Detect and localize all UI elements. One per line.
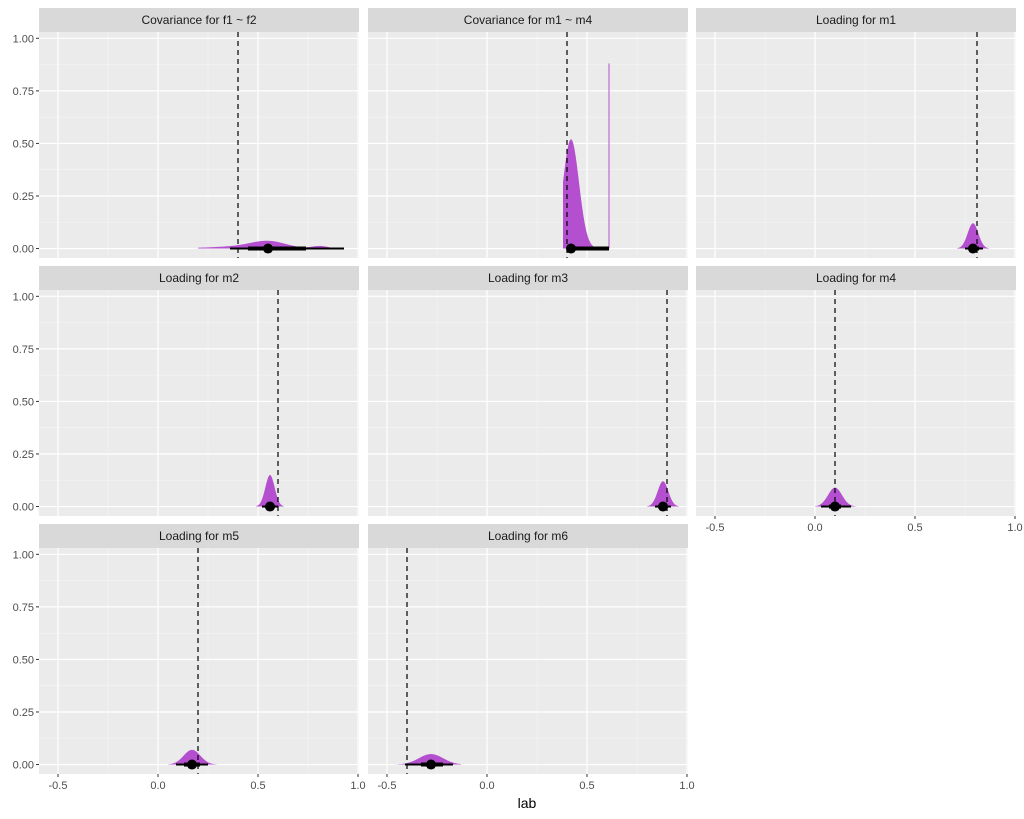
y-tick-label: 0.50	[13, 138, 34, 150]
y-tick-label: 0.00	[13, 502, 34, 514]
y-tick-label: 1.00	[13, 549, 34, 561]
facet-title: Covariance for m1 ~ m4	[464, 13, 593, 27]
x-axis-title: lab	[518, 795, 537, 811]
density-area	[815, 487, 857, 507]
facet-panel: Covariance for f1 ~ f2 0.00 0.25 0.50 0.75 1.…	[13, 8, 359, 258]
x-tick-label: 0.5	[907, 522, 922, 534]
facet-panel: Loading for m3	[368, 266, 688, 516]
y-tick-label: 0.25	[13, 449, 34, 461]
facet-title: Loading for m4	[816, 271, 896, 285]
facet-title: Loading for m1	[816, 13, 896, 27]
facet-strip	[368, 8, 688, 32]
y-tick-label: 1.00	[13, 33, 34, 45]
point-estimate	[263, 243, 273, 254]
density-area	[389, 754, 461, 765]
point-estimate	[187, 759, 197, 770]
x-tick-label: -0.5	[706, 522, 725, 534]
facet-strip	[39, 8, 359, 32]
density-area	[256, 475, 284, 507]
x-tick-label: -0.5	[49, 780, 68, 792]
density-area	[563, 139, 611, 249]
facet-strip	[696, 266, 1016, 290]
panel-background	[368, 32, 688, 258]
x-tick-label: 0.5	[250, 780, 265, 792]
y-tick-label: 0.00	[13, 244, 34, 256]
facet-title: Loading for m5	[159, 529, 239, 543]
facet-strip	[696, 8, 1016, 32]
x-tick-label: 0.0	[479, 780, 494, 792]
facet-panel: Loading for m5 0.00 0.25 0.50 0.75 1.00 -0.5 0.…	[13, 524, 366, 792]
y-tick-label: 0.00	[13, 760, 34, 772]
y-tick-label: 1.00	[13, 291, 34, 303]
y-tick-label: 0.25	[13, 707, 34, 719]
y-tick-label: 0.50	[13, 654, 34, 666]
panel-background	[696, 290, 1016, 516]
x-tick-label: 1.0	[350, 780, 365, 792]
density-area	[957, 223, 989, 249]
facet-title: Loading for m2	[159, 271, 239, 285]
y-tick-label: 0.75	[13, 602, 34, 614]
facet-title: Loading for m6	[488, 529, 568, 543]
x-tick-label: 0.0	[807, 522, 822, 534]
facet-panel: Loading for m6 -0.5 0.0 0.5 1.0	[368, 524, 695, 792]
panel-background	[368, 548, 688, 774]
y-tick-label: 0.75	[13, 86, 34, 98]
point-estimate	[426, 759, 436, 770]
point-estimate	[658, 501, 668, 512]
x-tick-label: -0.5	[378, 780, 397, 792]
density-area	[168, 749, 218, 765]
facet-strip	[368, 266, 688, 290]
facet-panel: Loading for m1	[696, 8, 1016, 258]
y-tick-label: 0.50	[13, 396, 34, 408]
x-tick-label: 1.0	[1007, 522, 1022, 534]
panel-background	[39, 32, 359, 258]
x-tick-label: 0.5	[579, 780, 594, 792]
panel-background	[39, 290, 359, 516]
panel-background	[39, 548, 359, 774]
point-estimate	[265, 501, 275, 512]
point-estimate	[968, 243, 978, 254]
facet-title: Loading for m3	[488, 271, 568, 285]
facet-strip	[39, 524, 359, 548]
facet-panel: Loading for m4 -0.5 0.0 0.5 1.0	[696, 266, 1023, 534]
density-area	[198, 240, 348, 249]
y-tick-label: 0.25	[13, 191, 34, 203]
x-tick-label: 0.0	[150, 780, 165, 792]
facet-strip	[39, 266, 359, 290]
y-tick-label: 0.75	[13, 344, 34, 356]
x-tick-label: 1.0	[679, 780, 694, 792]
density-area	[647, 481, 679, 507]
facet-panel: Covariance for m1 ~ m4	[368, 8, 688, 258]
facet-strip	[368, 524, 688, 548]
panel-background	[696, 32, 1016, 258]
facet-title: Covariance for f1 ~ f2	[141, 13, 256, 27]
point-estimate	[566, 243, 576, 254]
facet-panel: Loading for m2 0.00 0.25 0.50 0.75 1.00	[13, 266, 359, 516]
panel-background	[368, 290, 688, 516]
